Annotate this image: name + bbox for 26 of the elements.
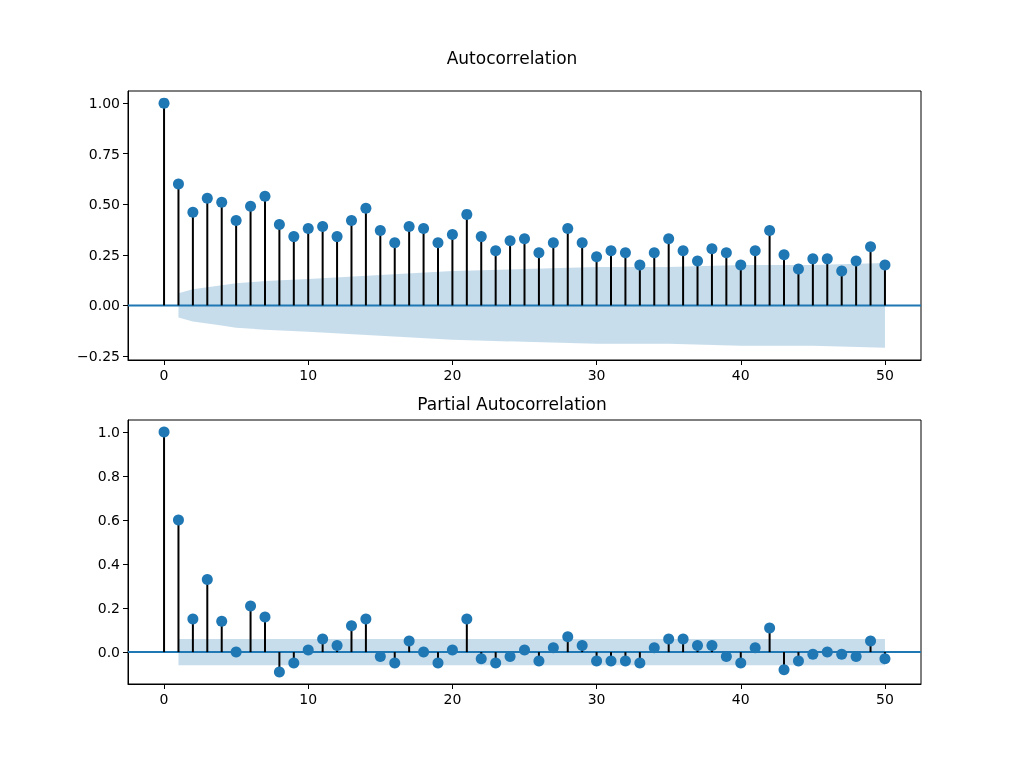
x-tick-label: 40 (731, 367, 750, 383)
x-tick-label: 30 (587, 367, 606, 383)
y-tick-label: 0.00 (88, 297, 120, 314)
y-tick-label: 0.6 (97, 512, 121, 529)
x-tick-label: 50 (876, 367, 894, 383)
y-tick-label: 1.00 (88, 95, 120, 112)
y-tick-label: 0.50 (88, 196, 120, 213)
y-tick-label: 0.8 (97, 468, 120, 485)
y-tick-label: −0.25 (77, 347, 120, 364)
chart-title: Partial Autocorrelation (417, 393, 607, 414)
y-tick-label: 0.4 (97, 556, 121, 573)
x-tick-label: 0 (159, 367, 169, 383)
y-tick-label: 0.25 (88, 246, 120, 263)
x-tick-label: 20 (443, 367, 462, 383)
chart-title: Autocorrelation (446, 47, 578, 68)
x-tick-label: 20 (443, 691, 462, 707)
y-tick-label: 1.0 (97, 424, 120, 441)
x-tick-label: 10 (299, 367, 318, 383)
x-tick-label: 40 (731, 691, 750, 707)
x-tick-label: 30 (587, 691, 606, 707)
y-tick-label: 0.0 (97, 644, 120, 661)
x-tick-label: 0 (159, 691, 169, 707)
y-tick-label: 0.2 (97, 600, 120, 617)
x-tick-label: 10 (299, 691, 318, 707)
y-tick-label: 0.75 (88, 145, 120, 162)
x-tick-label: 50 (876, 691, 894, 707)
